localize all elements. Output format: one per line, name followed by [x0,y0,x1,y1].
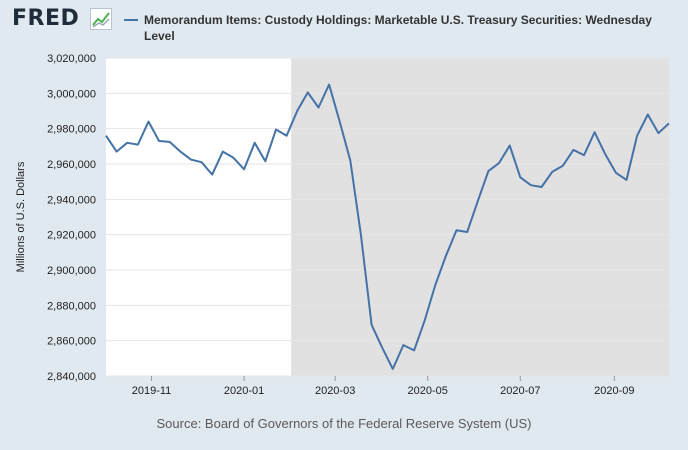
data-point[interactable] [358,232,364,238]
data-point[interactable] [156,138,162,144]
data-point[interactable] [326,82,332,88]
data-point[interactable] [262,158,268,164]
data-point[interactable] [135,142,141,148]
data-point[interactable] [241,166,247,172]
data-point[interactable] [411,347,417,353]
data-point[interactable] [528,182,534,188]
data-point[interactable] [602,151,608,157]
data-point[interactable] [167,139,173,145]
legend-series-label: Memorandum Items: Custody Holdings: Mark… [144,13,652,43]
data-point[interactable] [624,177,630,183]
y-tick-label: 2,880,000 [47,300,96,312]
data-point[interactable] [273,127,279,133]
data-point[interactable] [581,152,587,158]
y-tick-label: 2,900,000 [47,265,96,277]
data-point[interactable] [507,142,513,148]
data-point[interactable] [560,163,566,169]
data-point[interactable] [294,108,300,114]
data-point[interactable] [124,140,130,146]
data-point[interactable] [475,198,481,204]
data-point[interactable] [485,168,491,174]
data-point[interactable] [347,157,353,163]
data-point[interactable] [390,366,396,372]
data-point[interactable] [369,322,375,328]
data-point[interactable] [188,157,194,163]
data-point[interactable] [454,227,460,233]
y-axis-label: Millions of U.S. Dollars [15,161,27,272]
data-point[interactable] [517,174,523,180]
chart-line-icon [90,8,112,30]
y-tick-label: 2,860,000 [47,336,96,348]
y-tick-label: 3,000,000 [47,88,96,100]
data-point[interactable] [432,282,438,288]
data-point[interactable] [199,159,205,165]
y-tick-label: 2,920,000 [47,230,96,242]
data-point[interactable] [220,149,226,155]
data-point[interactable] [284,133,290,139]
x-tick-label: 2019-11 [132,385,172,397]
chart-header: FRED Memorandum Items: Custody Holdings:… [0,0,688,56]
legend-swatch [124,19,138,21]
x-tick-label: 2020-09 [594,385,634,397]
y-tick-label: 2,940,000 [47,194,96,206]
x-tick-label: 2020-07 [500,385,540,397]
x-axis-ticks: 2019-11 2020-01 2020-03 2020-05 2020-07 2020-… [132,376,635,397]
y-tick-label: 2,980,000 [47,124,96,136]
data-point[interactable] [655,130,661,136]
data-point[interactable] [570,147,576,153]
data-point[interactable] [592,129,598,135]
data-point[interactable] [422,317,428,323]
data-point[interactable] [496,160,502,166]
data-point[interactable] [464,229,470,235]
series-line [105,83,670,370]
data-point[interactable] [613,170,619,176]
data-point[interactable] [400,342,406,348]
data-point[interactable] [230,155,236,161]
data-point[interactable] [634,133,640,139]
y-tick-label: 3,020,000 [47,53,96,65]
y-tick-label: 2,840,000 [47,371,96,383]
data-point[interactable] [209,172,215,178]
data-point[interactable] [114,149,120,155]
y-axis-ticks: 2,840,000 2,860,000 2,880,000 2,900,000 2,92… [47,53,96,383]
data-point[interactable] [539,184,545,190]
data-point[interactable] [145,119,151,125]
data-point[interactable] [252,140,258,146]
recession-shade [291,58,669,376]
gridlines [106,57,669,377]
data-point[interactable] [645,112,651,118]
data-point[interactable] [379,345,385,351]
data-point[interactable] [103,133,109,139]
data-point[interactable] [549,169,555,175]
y-tick-label: 2,960,000 [47,159,96,171]
source-note: Source: Board of Governors of the Federa… [156,416,532,431]
data-point[interactable] [305,89,311,95]
x-tick-label: 2020-03 [315,385,355,397]
data-point[interactable] [666,120,672,126]
fred-logo[interactable]: FRED [12,6,80,31]
data-point[interactable] [177,149,183,155]
x-tick-label: 2020-01 [224,385,264,397]
data-point[interactable] [443,253,449,259]
data-point[interactable] [337,119,343,125]
x-tick-label: 2020-05 [408,385,448,397]
data-point[interactable] [315,104,321,110]
